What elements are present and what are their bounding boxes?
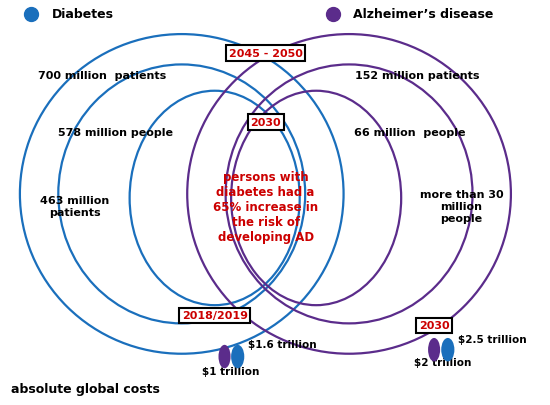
Text: 463 million
patients: 463 million patients: [40, 196, 109, 217]
Text: more than 30
million
people: more than 30 million people: [420, 190, 503, 223]
Text: 2030: 2030: [250, 117, 281, 128]
Text: 152 million patients: 152 million patients: [355, 70, 480, 80]
Text: 2030: 2030: [419, 321, 449, 330]
Ellipse shape: [441, 338, 454, 362]
Ellipse shape: [231, 345, 244, 369]
Text: $2.5 trillion: $2.5 trillion: [458, 334, 526, 344]
Text: 2018/2019: 2018/2019: [182, 311, 248, 320]
Text: Diabetes: Diabetes: [52, 9, 114, 21]
Ellipse shape: [428, 338, 440, 362]
Text: 66 million  people: 66 million people: [354, 128, 465, 138]
Text: $1 trillion: $1 trillion: [202, 366, 260, 376]
Text: 578 million people: 578 million people: [58, 128, 173, 138]
Text: $1.6 trillion: $1.6 trillion: [248, 339, 316, 350]
Text: absolute global costs: absolute global costs: [10, 382, 159, 394]
Text: Alzheimer’s disease: Alzheimer’s disease: [354, 9, 494, 21]
Text: 2045 - 2050: 2045 - 2050: [229, 49, 302, 59]
Text: $2 trillion: $2 trillion: [414, 357, 471, 367]
Text: 700 million  patients: 700 million patients: [38, 70, 166, 80]
Ellipse shape: [218, 345, 230, 369]
Text: persons with
diabetes had a
65% increase in
the risk of
developing AD: persons with diabetes had a 65% increase…: [213, 170, 318, 243]
